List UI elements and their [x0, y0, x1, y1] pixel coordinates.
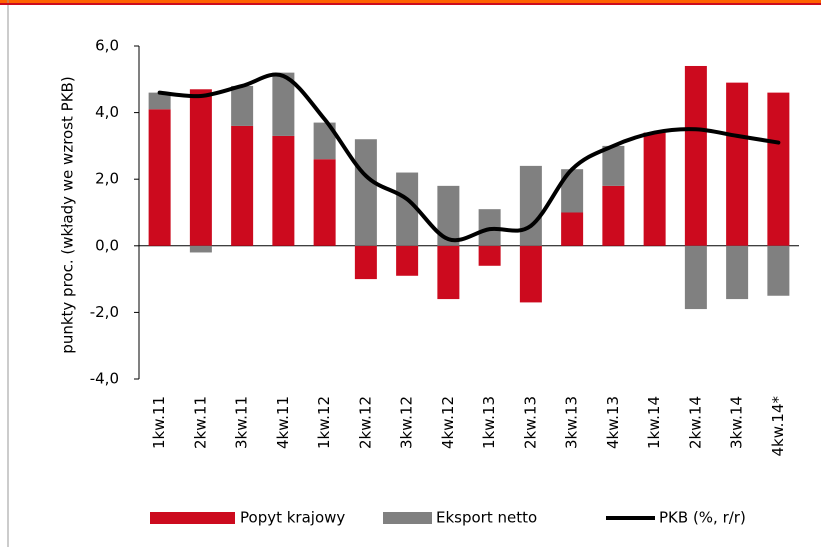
x-tick-label: 1kw.14 [645, 396, 663, 449]
bar [643, 132, 666, 246]
x-tick-label: 1kw.12 [315, 396, 333, 449]
x-tick-label: 2kw.11 [191, 396, 209, 449]
y-axis-label: punkty proc. (wkłady we wzrost PKB) [59, 76, 77, 353]
bar [726, 82, 749, 246]
bar [313, 159, 336, 246]
x-tick-label: 3kw.13 [563, 396, 581, 449]
bar [354, 139, 377, 246]
bar [231, 85, 254, 126]
y-tick-label: 0,0 [95, 236, 119, 254]
bar [726, 245, 749, 300]
bar [272, 72, 295, 136]
bar [189, 245, 212, 253]
bar [519, 245, 542, 303]
legend-label: Eksport netto [436, 509, 537, 527]
x-tick-label: 3kw.12 [398, 396, 416, 449]
bar [148, 109, 171, 246]
x-tick-label: 2kw.13 [521, 396, 539, 449]
bar [396, 172, 419, 246]
y-tick-label: 4,0 [95, 103, 119, 121]
y-tick-label: 6,0 [95, 37, 119, 55]
header-bar [0, 0, 821, 4]
x-tick-label: 4kw.11 [274, 396, 292, 449]
bar [272, 135, 295, 246]
bar [684, 245, 707, 310]
bar [561, 169, 584, 213]
bar [684, 65, 707, 246]
bar [561, 212, 584, 246]
x-tick-label: 1kw.13 [480, 396, 498, 449]
line [157, 72, 781, 243]
bar [437, 185, 460, 246]
bar [396, 245, 419, 276]
bar [478, 245, 501, 266]
bar [519, 165, 542, 246]
x-tick-label: 3kw.14 [728, 396, 746, 449]
legend-swatch [150, 512, 235, 524]
bar [189, 89, 212, 246]
y-tick-label: -4,0 [90, 370, 119, 388]
x-tick-label: 4kw.13 [604, 396, 622, 449]
bar [602, 185, 625, 246]
x-tick-label: 4kw.12 [439, 396, 457, 449]
bar [767, 92, 790, 246]
bar [767, 245, 790, 296]
bar [148, 92, 171, 110]
bar [354, 245, 377, 280]
y-tick-label: -2,0 [90, 303, 119, 321]
y-tick-label: 2,0 [95, 170, 119, 188]
legend-label: PKB (%, r/r) [659, 509, 746, 527]
bar [437, 245, 460, 300]
x-tick-label: 3kw.11 [233, 396, 251, 449]
bar [313, 122, 336, 160]
legend-label: Popyt krajowy [240, 509, 345, 527]
bar [231, 125, 254, 246]
x-tick-label: 1kw.11 [150, 396, 168, 449]
x-tick-label: 4kw.14* [769, 396, 787, 457]
x-tick-label: 2kw.14 [686, 396, 704, 449]
legend-swatch [383, 512, 432, 524]
x-tick-label: 2kw.12 [356, 396, 374, 449]
bar [602, 145, 625, 186]
